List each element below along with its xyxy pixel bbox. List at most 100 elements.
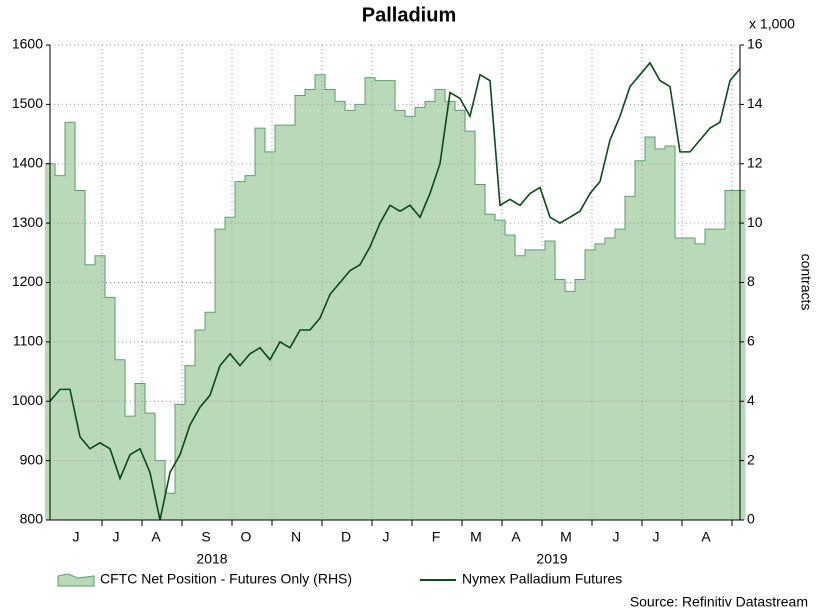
y-tick-label: 1400 bbox=[12, 154, 43, 170]
area-step bbox=[235, 181, 246, 520]
area-step bbox=[675, 237, 686, 520]
x-tick-label: J bbox=[113, 529, 120, 545]
area-step bbox=[715, 229, 726, 520]
area-step bbox=[485, 214, 496, 520]
y2-unit: x 1,000 bbox=[749, 16, 795, 32]
area-step bbox=[635, 160, 646, 520]
legend-label: CFTC Net Position - Futures Only (RHS) bbox=[100, 571, 352, 587]
area-step bbox=[145, 413, 156, 520]
area-step bbox=[375, 80, 386, 520]
area-step bbox=[115, 359, 126, 520]
area-step bbox=[95, 255, 106, 520]
area-step bbox=[475, 184, 486, 520]
area-step bbox=[385, 80, 396, 520]
chart-title: Palladium bbox=[362, 4, 456, 26]
y2-tick-label: 2 bbox=[747, 451, 755, 467]
area-step bbox=[85, 264, 96, 520]
area-step bbox=[65, 122, 76, 520]
y-tick-label: 1600 bbox=[12, 36, 43, 52]
area-step bbox=[195, 330, 206, 520]
y-tick-label: 1100 bbox=[13, 333, 43, 349]
area-step bbox=[245, 175, 256, 520]
legend-swatch bbox=[57, 573, 95, 587]
y-tick-label: 1000 bbox=[12, 392, 43, 408]
area-step bbox=[585, 249, 596, 520]
area-step bbox=[615, 229, 626, 520]
area-step bbox=[505, 235, 516, 520]
area-step bbox=[625, 196, 636, 520]
area-step bbox=[595, 243, 606, 520]
area-step bbox=[345, 110, 356, 520]
price-line bbox=[49, 61, 741, 521]
area-step bbox=[455, 110, 466, 520]
area-step bbox=[555, 279, 566, 520]
area-step bbox=[105, 297, 116, 520]
area-step bbox=[215, 229, 226, 520]
area-step bbox=[185, 365, 196, 520]
x-tick-label: J bbox=[383, 529, 390, 545]
x-tick-label: J bbox=[613, 529, 620, 545]
area-step bbox=[355, 104, 366, 520]
y2-tick-label: 12 bbox=[747, 154, 763, 170]
y2-tick-label: 0 bbox=[747, 511, 755, 527]
area-step bbox=[685, 237, 696, 520]
area-step bbox=[425, 101, 436, 520]
area-step bbox=[655, 148, 666, 520]
area-step bbox=[325, 89, 336, 520]
area-step bbox=[165, 493, 176, 520]
x-tick-label: D bbox=[341, 529, 351, 545]
area-step bbox=[665, 145, 676, 520]
x-tick-label: O bbox=[241, 529, 252, 545]
y-tick-label: 900 bbox=[20, 451, 44, 467]
area-step bbox=[125, 416, 136, 520]
area-step bbox=[525, 249, 536, 520]
y2-tick-label: 16 bbox=[747, 36, 763, 52]
y2-tick-label: 10 bbox=[747, 214, 763, 230]
area-step bbox=[255, 128, 266, 520]
area-step bbox=[605, 237, 616, 520]
area-step bbox=[315, 74, 326, 520]
x-tick-label: A bbox=[701, 529, 711, 545]
area-step bbox=[155, 460, 166, 520]
x-tick-label: A bbox=[151, 529, 161, 545]
area-step bbox=[405, 116, 416, 520]
area-step bbox=[285, 125, 296, 520]
area-step bbox=[395, 110, 406, 520]
area-step bbox=[495, 220, 506, 520]
x-tick-label: J bbox=[73, 529, 80, 545]
area-step bbox=[575, 279, 586, 520]
area-step bbox=[445, 101, 456, 520]
legend-label: Nymex Palladium Futures bbox=[462, 571, 622, 587]
area-step bbox=[465, 131, 476, 520]
y-tick-label: 800 bbox=[20, 511, 44, 527]
area-outline bbox=[45, 74, 745, 494]
area-step bbox=[55, 175, 66, 520]
area-step bbox=[695, 243, 706, 520]
y2-tick-label: 14 bbox=[747, 95, 763, 111]
area-step bbox=[205, 312, 216, 520]
source: Source: Refinitiv Datastream bbox=[630, 594, 808, 610]
x-tick-label: A bbox=[511, 529, 521, 545]
area-step bbox=[415, 107, 426, 520]
y2-tick-label: 6 bbox=[747, 333, 755, 349]
x-tick-label: S bbox=[201, 529, 210, 545]
y-tick-label: 1500 bbox=[12, 95, 43, 111]
x-tick-label: J bbox=[653, 529, 660, 545]
area-step bbox=[295, 95, 306, 520]
area-step bbox=[135, 383, 146, 520]
year-label: 2018 bbox=[196, 551, 227, 567]
area-step bbox=[535, 249, 546, 520]
x-tick-label: M bbox=[560, 529, 572, 545]
y2-tick-label: 4 bbox=[747, 392, 755, 408]
area-step bbox=[365, 77, 376, 520]
area-step bbox=[545, 240, 556, 520]
year-label: 2019 bbox=[536, 551, 567, 567]
area-step bbox=[75, 190, 86, 520]
area-step bbox=[265, 151, 276, 520]
x-tick-label: N bbox=[291, 529, 301, 545]
x-tick-label: F bbox=[432, 529, 441, 545]
area-step bbox=[225, 217, 236, 520]
area-step bbox=[645, 137, 656, 520]
area-step bbox=[435, 89, 446, 520]
